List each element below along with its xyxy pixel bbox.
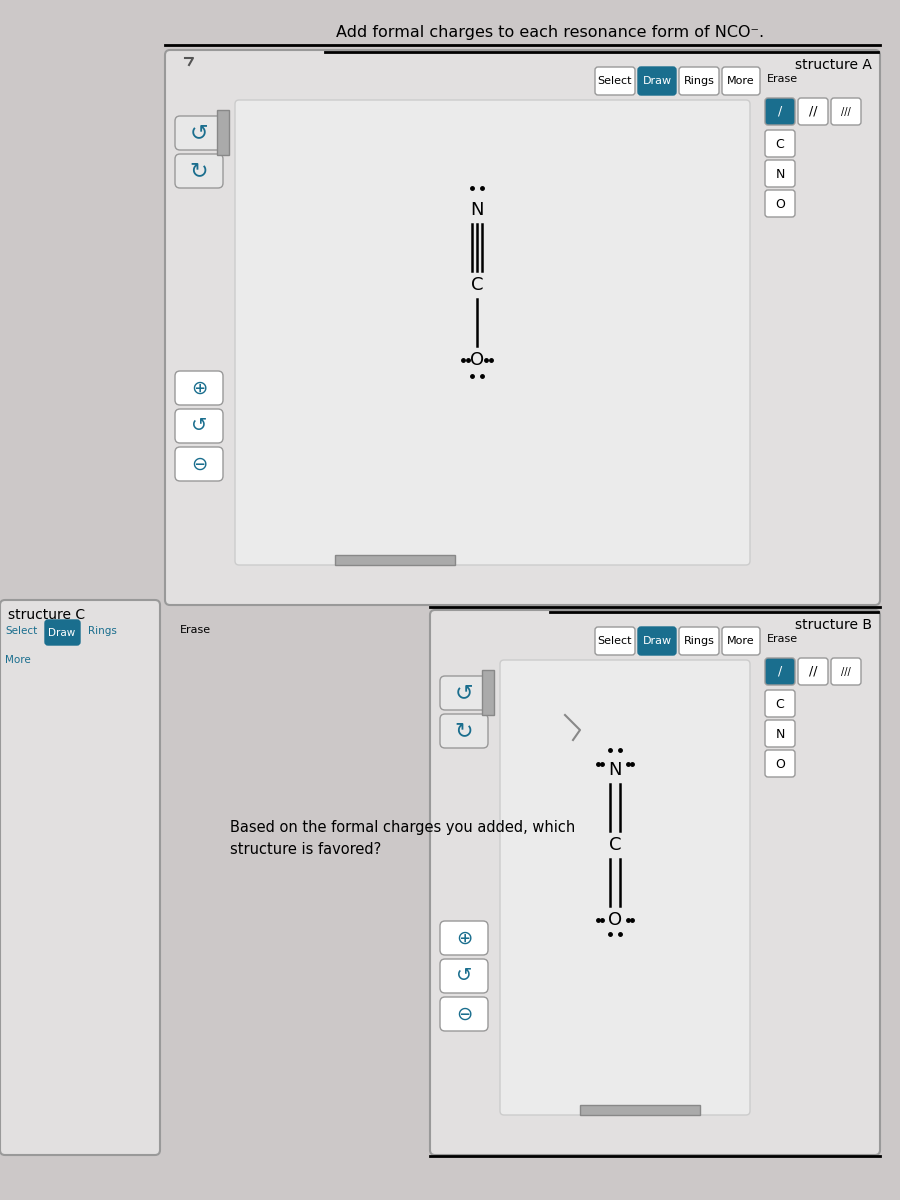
FancyBboxPatch shape xyxy=(798,658,828,685)
Text: O: O xyxy=(608,911,622,929)
FancyBboxPatch shape xyxy=(765,750,795,778)
FancyBboxPatch shape xyxy=(765,130,795,157)
FancyBboxPatch shape xyxy=(175,116,223,150)
FancyBboxPatch shape xyxy=(638,67,676,95)
FancyBboxPatch shape xyxy=(679,626,719,655)
Text: N: N xyxy=(775,727,785,740)
Text: Rings: Rings xyxy=(684,76,715,86)
FancyBboxPatch shape xyxy=(235,100,750,565)
FancyBboxPatch shape xyxy=(175,446,223,481)
Text: Based on the formal charges you added, which
structure is favored?: Based on the formal charges you added, w… xyxy=(230,820,575,857)
Text: ↻: ↻ xyxy=(454,721,473,740)
FancyBboxPatch shape xyxy=(595,67,635,95)
Text: Draw: Draw xyxy=(49,628,76,638)
Text: ///: /// xyxy=(842,107,850,116)
Bar xyxy=(482,670,494,715)
FancyBboxPatch shape xyxy=(831,98,861,125)
FancyBboxPatch shape xyxy=(440,714,488,748)
FancyBboxPatch shape xyxy=(798,98,828,125)
Text: ↺: ↺ xyxy=(191,416,207,436)
FancyBboxPatch shape xyxy=(440,959,488,994)
Text: structure A: structure A xyxy=(795,58,872,72)
FancyBboxPatch shape xyxy=(440,922,488,955)
Text: Select: Select xyxy=(5,626,37,636)
FancyBboxPatch shape xyxy=(831,658,861,685)
Text: C: C xyxy=(776,697,785,710)
Text: Add formal charges to each resonance form of NCO⁻.: Add formal charges to each resonance for… xyxy=(336,25,764,40)
FancyBboxPatch shape xyxy=(440,997,488,1031)
Text: Rings: Rings xyxy=(88,626,117,636)
Text: O: O xyxy=(775,757,785,770)
Text: /: / xyxy=(778,665,782,678)
Text: Draw: Draw xyxy=(643,636,671,646)
Text: //: // xyxy=(809,104,817,118)
Text: Erase: Erase xyxy=(767,74,797,84)
Bar xyxy=(335,554,455,565)
Text: Erase: Erase xyxy=(767,634,797,644)
FancyBboxPatch shape xyxy=(175,409,223,443)
FancyBboxPatch shape xyxy=(165,50,880,605)
Text: Rings: Rings xyxy=(684,636,715,646)
FancyBboxPatch shape xyxy=(765,190,795,217)
FancyBboxPatch shape xyxy=(765,98,795,125)
FancyBboxPatch shape xyxy=(638,626,676,655)
Text: //: // xyxy=(809,665,817,678)
Text: ↺: ↺ xyxy=(455,966,472,985)
Text: structure C: structure C xyxy=(8,608,86,622)
Text: O: O xyxy=(470,350,484,370)
Bar xyxy=(580,1105,700,1115)
Text: C: C xyxy=(776,138,785,150)
FancyBboxPatch shape xyxy=(765,690,795,716)
Text: N: N xyxy=(775,168,785,180)
Text: Select: Select xyxy=(598,636,632,646)
Text: ⊕: ⊕ xyxy=(191,378,207,397)
Text: C: C xyxy=(471,276,483,294)
Text: More: More xyxy=(5,655,31,665)
FancyBboxPatch shape xyxy=(595,626,635,655)
Text: ↺: ↺ xyxy=(190,122,208,143)
Text: /: / xyxy=(778,104,782,118)
FancyBboxPatch shape xyxy=(430,610,880,1154)
Text: ↺: ↺ xyxy=(454,683,473,703)
FancyBboxPatch shape xyxy=(440,676,488,710)
Text: More: More xyxy=(727,636,755,646)
FancyBboxPatch shape xyxy=(765,658,795,685)
FancyBboxPatch shape xyxy=(175,154,223,188)
FancyBboxPatch shape xyxy=(175,371,223,404)
Bar xyxy=(217,110,229,155)
Text: N: N xyxy=(608,761,622,779)
FancyBboxPatch shape xyxy=(765,160,795,187)
Text: More: More xyxy=(727,76,755,86)
FancyBboxPatch shape xyxy=(500,660,750,1115)
Text: ///: /// xyxy=(842,666,850,677)
Text: C: C xyxy=(608,836,621,854)
Text: ↻: ↻ xyxy=(190,161,208,181)
Text: Select: Select xyxy=(598,76,632,86)
FancyBboxPatch shape xyxy=(722,626,760,655)
Text: structure B: structure B xyxy=(795,618,872,632)
Text: ⊕: ⊕ xyxy=(455,929,472,948)
Text: O: O xyxy=(775,198,785,210)
FancyBboxPatch shape xyxy=(722,67,760,95)
Text: ⊖: ⊖ xyxy=(191,455,207,474)
Text: Draw: Draw xyxy=(643,76,671,86)
Text: N: N xyxy=(470,200,484,218)
Text: Erase: Erase xyxy=(180,625,211,635)
FancyBboxPatch shape xyxy=(45,620,80,646)
FancyBboxPatch shape xyxy=(0,600,160,1154)
Text: ⊖: ⊖ xyxy=(455,1004,472,1024)
FancyBboxPatch shape xyxy=(679,67,719,95)
FancyBboxPatch shape xyxy=(765,720,795,746)
